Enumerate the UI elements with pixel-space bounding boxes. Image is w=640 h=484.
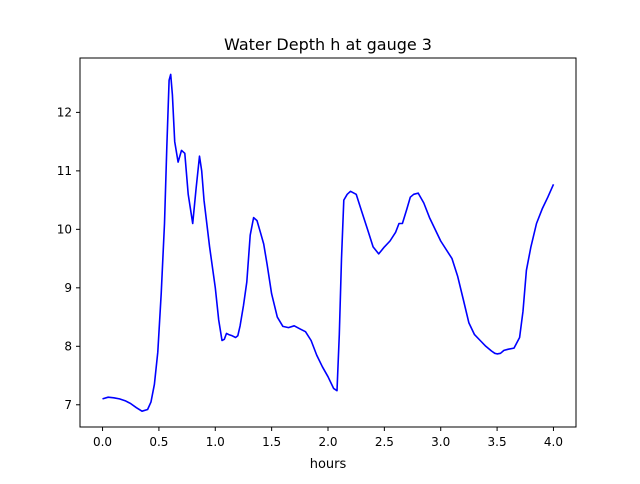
y-tick-label: 9 [64, 281, 72, 295]
x-tick-label: 4.0 [544, 435, 563, 449]
x-axis-label: hours [310, 457, 347, 472]
y-tick-label: 7 [64, 398, 72, 412]
x-tick-label: 3.5 [488, 435, 507, 449]
series-line [102, 73, 555, 412]
x-tick-label: 3.0 [431, 435, 450, 449]
x-tick-label: 1.5 [262, 435, 281, 449]
x-tick-label: 1.0 [206, 435, 225, 449]
x-tick-label: 2.0 [318, 435, 337, 449]
y-tick-label: 12 [57, 105, 72, 119]
y-tick-label: 8 [64, 339, 72, 353]
chart-title: Water Depth h at gauge 3 [224, 35, 432, 54]
x-tick-label: 0.5 [149, 435, 168, 449]
y-tick-label: 10 [57, 222, 72, 236]
x-tick-label: 0.0 [93, 435, 112, 449]
x-tick-label: 2.5 [375, 435, 394, 449]
plot-frame [79, 57, 577, 428]
y-tick-label: 11 [57, 164, 72, 178]
